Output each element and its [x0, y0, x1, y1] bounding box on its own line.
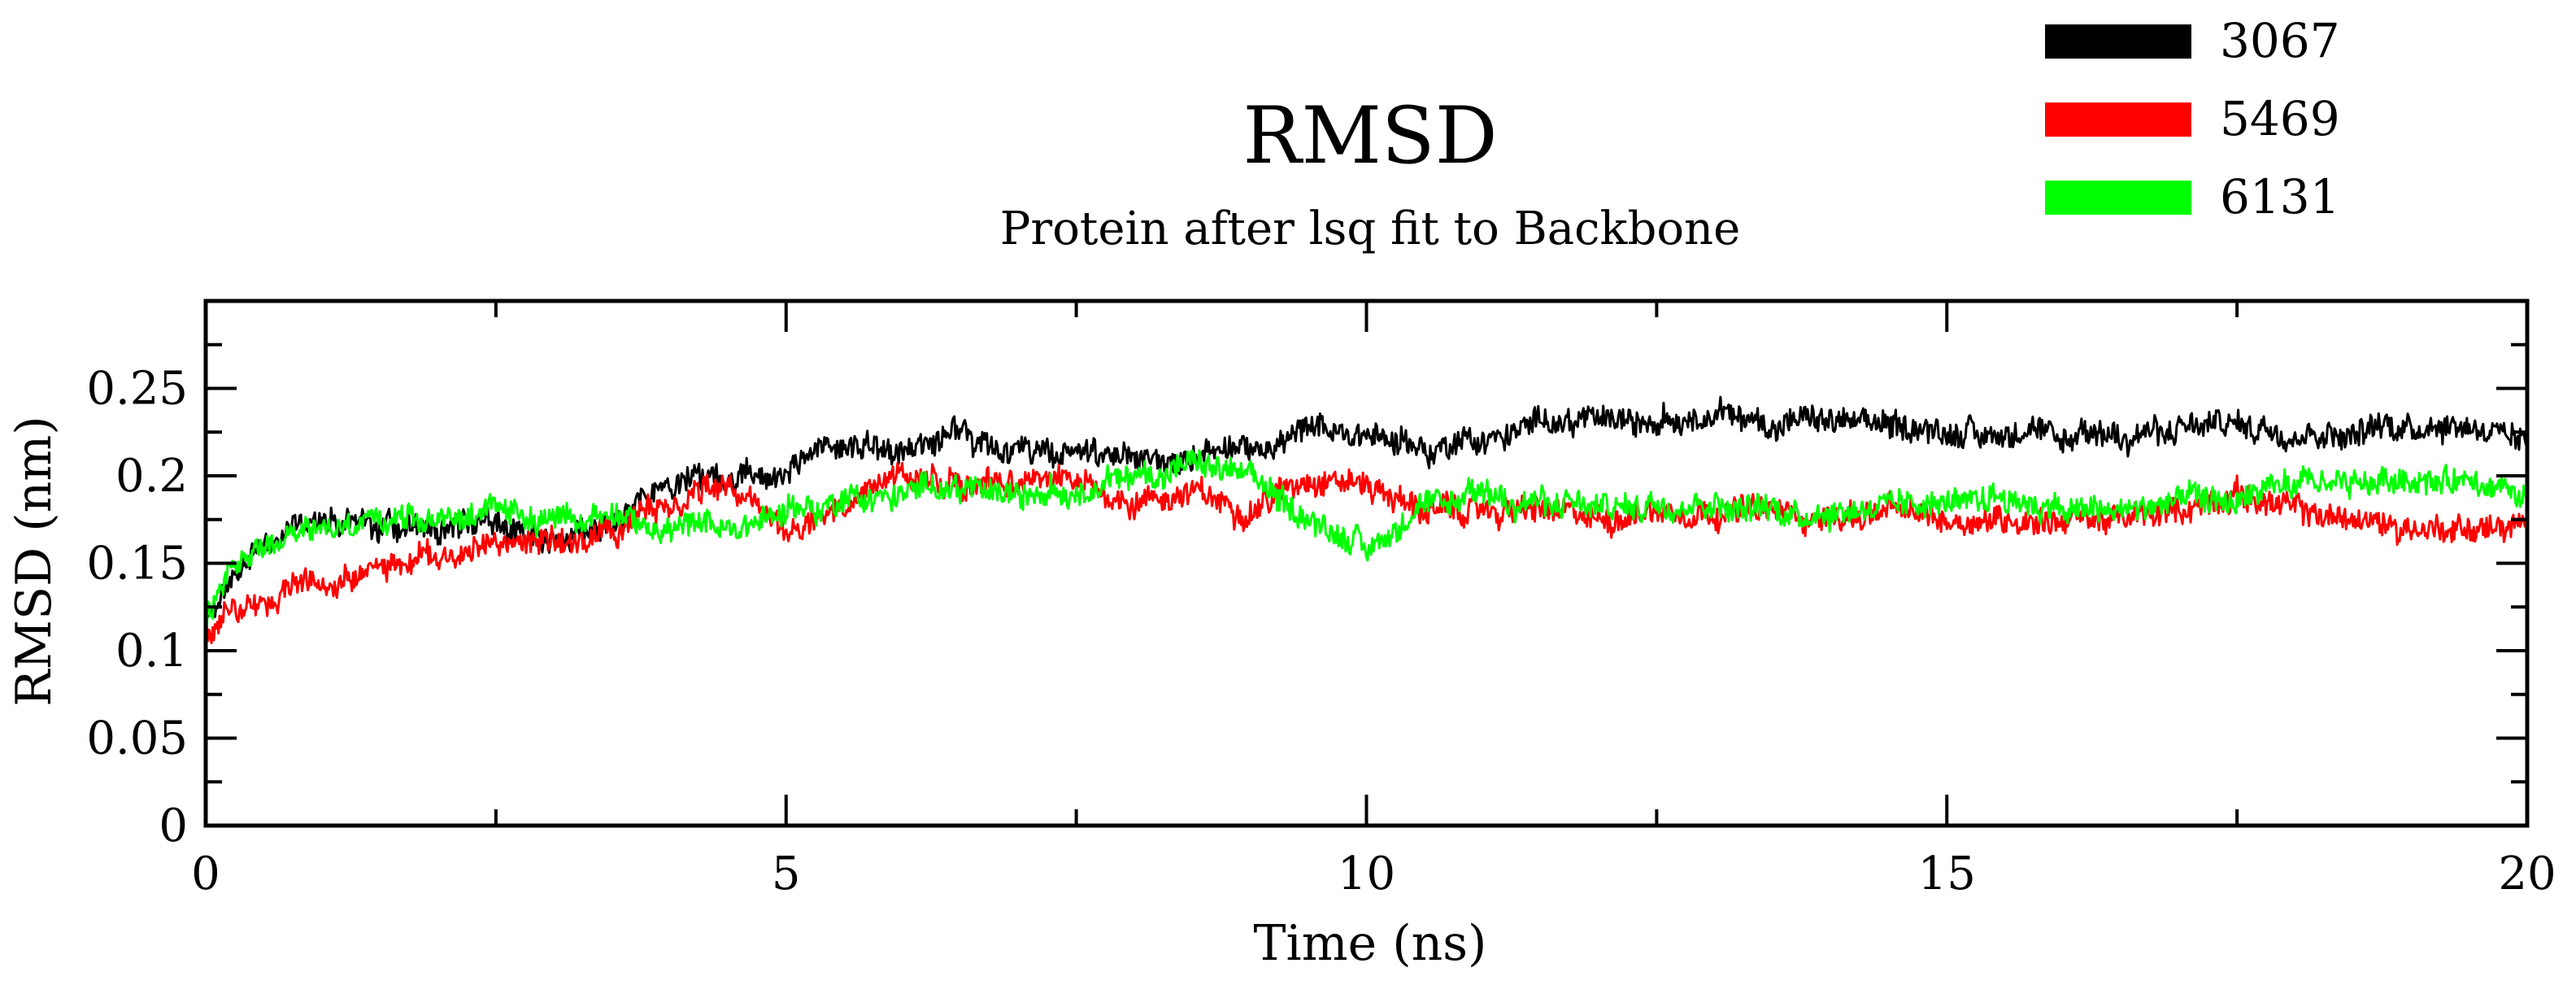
x-tick-label: 15 — [1918, 848, 1976, 900]
x-tick-label: 10 — [1338, 848, 1395, 900]
y-tick-label: 0.05 — [86, 713, 188, 765]
legend-swatch-3067 — [2045, 24, 2191, 59]
legend: 3067 5469 6131 — [2045, 13, 2340, 224]
legend-label-3067: 3067 — [2220, 13, 2340, 68]
y-tick-label: 0.1 — [115, 625, 188, 678]
legend-label-6131: 6131 — [2220, 169, 2340, 224]
series-line-5469 — [204, 461, 2529, 644]
chart-title: RMSD — [1242, 90, 1497, 181]
series-line-6131 — [204, 449, 2529, 628]
x-tick-label: 20 — [2498, 848, 2556, 900]
legend-swatch-6131 — [2045, 181, 2191, 215]
y-tick-label: 0.15 — [86, 538, 188, 591]
x-axis-label: Time (ns) — [1254, 915, 1487, 972]
y-tick-label: 0.2 — [115, 450, 188, 503]
y-tick-label: 0 — [159, 800, 188, 852]
ticks-layer: 0 5 10 15 20 0 0.05 0.1 0.15 0.2 0.25 — [86, 301, 2556, 900]
x-tick-label: 5 — [772, 848, 801, 900]
legend-swatch-5469 — [2045, 102, 2191, 137]
x-tick-label: 0 — [191, 848, 220, 900]
legend-label-5469: 5469 — [2220, 91, 2340, 146]
chart-subtitle: Protein after lsq fit to Backbone — [1000, 203, 1741, 255]
y-axis-label: RMSD (nm) — [6, 416, 63, 706]
series-layer — [204, 395, 2529, 644]
y-tick-label: 0.25 — [86, 363, 188, 416]
